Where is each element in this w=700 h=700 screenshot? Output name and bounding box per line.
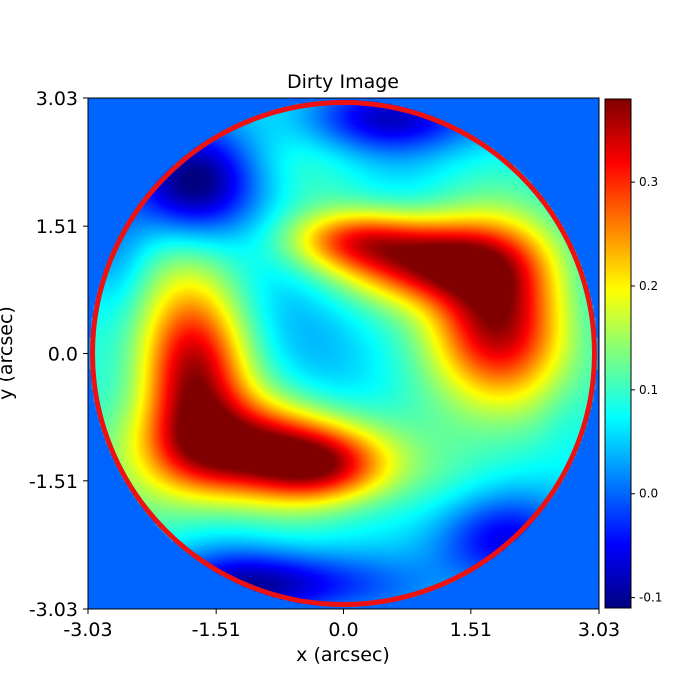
- colorbar-tick-label: 0.3: [639, 175, 658, 189]
- mask-edge-ring: [90, 100, 597, 607]
- colorbar-tick-label: 0.0: [639, 487, 658, 501]
- colorbar-ticks: -0.1 0.0 0.1 0.2 0.3: [631, 175, 662, 605]
- x-tick-label: 1.51: [450, 619, 492, 641]
- y-tick-label: 1.51: [36, 216, 78, 238]
- x-tick-label: 3.03: [578, 619, 620, 641]
- chart-title: Dirty Image: [287, 71, 399, 93]
- x-tick-label: 0.0: [328, 619, 358, 641]
- y-tick-label: 0.0: [48, 344, 78, 366]
- x-tick-label: -3.03: [63, 619, 112, 641]
- colorbar-tick-label: 0.2: [639, 279, 658, 293]
- colorbar-gradient: [605, 99, 631, 608]
- x-axis-label: x (arcsec): [296, 644, 390, 666]
- y-axis-ticks: -3.03 -1.51 0.0 1.51 3.03: [29, 88, 88, 621]
- y-tick-label: -1.51: [29, 471, 78, 493]
- colorbar-tick-label: -0.1: [639, 591, 662, 605]
- y-axis-label: y (arcsec): [0, 306, 17, 400]
- heatmap-image: [88, 98, 599, 609]
- x-tick-label: -1.51: [192, 619, 241, 641]
- y-tick-label: 3.03: [36, 88, 78, 110]
- colorbar-tick-label: 0.1: [639, 383, 658, 397]
- colorbar-frame: [604, 98, 632, 609]
- x-axis-ticks: -3.03 -1.51 0.0 1.51 3.03: [63, 609, 620, 641]
- y-tick-label: -3.03: [29, 599, 78, 621]
